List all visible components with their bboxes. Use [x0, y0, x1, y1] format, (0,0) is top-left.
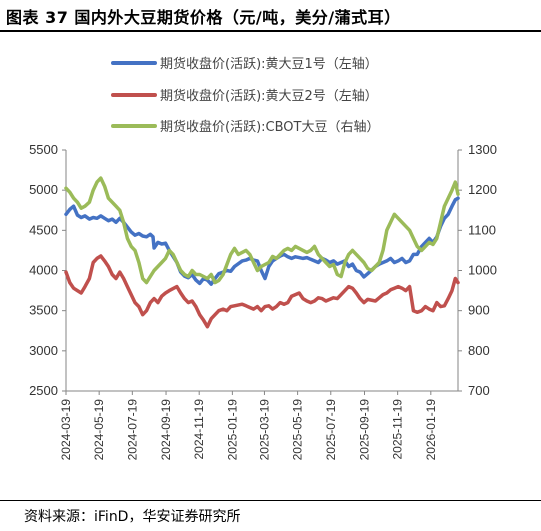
y-left-tick-label: 5000: [29, 182, 58, 197]
legend-label-1: 期货收盘价(活跃):黄大豆1号（左轴）: [160, 56, 378, 72]
title-rule: [0, 30, 541, 32]
x-tick-label: 2024-03-19: [59, 399, 73, 461]
y-right-tick-label: 700: [468, 383, 490, 398]
figure-title: 图表 37 国内外大豆期货价格（元/吨，美分/蒲式耳）: [6, 8, 401, 27]
x-tick-label: 2024-11-19: [192, 399, 206, 460]
source-note: 资料来源：iFinD，华安证券研究所: [24, 509, 241, 525]
y-right-tick-label: 1200: [468, 182, 497, 197]
y-left-tick-label: 5500: [29, 142, 58, 157]
y-left-tick-label: 3000: [29, 343, 58, 358]
y-left-tick-label: 3500: [29, 303, 58, 318]
y-left-tick-label: 2500: [29, 383, 58, 398]
x-tick-label: 2025-01-19: [225, 399, 239, 461]
x-tick-label: 2024-05-19: [92, 399, 106, 461]
y-right-tick-label: 900: [468, 303, 490, 318]
y-right-tick-label: 1300: [468, 142, 497, 157]
x-tick-label: 2025-05-19: [291, 399, 305, 461]
series-line-2: [64, 254, 460, 329]
x-tick-label: 2025-07-19: [324, 399, 338, 461]
y-right-tick-label: 800: [468, 343, 490, 358]
series-line-1: [64, 196, 460, 286]
y-left-tick-label: 4000: [29, 263, 58, 278]
x-tick-label: 2025-09-19: [357, 399, 371, 461]
legend-label-2: 期货收盘价(活跃):黄大豆2号（左轴）: [160, 88, 378, 104]
y-right-tick-label: 1100: [468, 222, 496, 237]
x-tick-label: 2026-01-19: [424, 399, 438, 461]
y-left-tick-label: 4500: [29, 222, 58, 237]
legend-label-3: 期货收盘价(活跃):CBOT大豆（右轴）: [160, 119, 379, 135]
x-tick-label: 2024-09-19: [159, 399, 173, 461]
y-right-tick-label: 1000: [468, 263, 497, 278]
x-tick-label: 2025-11-19: [391, 399, 405, 460]
line-chart: 2500 3000 3500 4000 4500 5000 5500 700 800 900 100…: [29, 56, 497, 461]
x-tick-label: 2024-07-19: [125, 399, 139, 461]
source-rule: [0, 500, 541, 501]
series-line-3: [64, 176, 460, 285]
x-tick-label: 2025-03-19: [257, 399, 271, 461]
